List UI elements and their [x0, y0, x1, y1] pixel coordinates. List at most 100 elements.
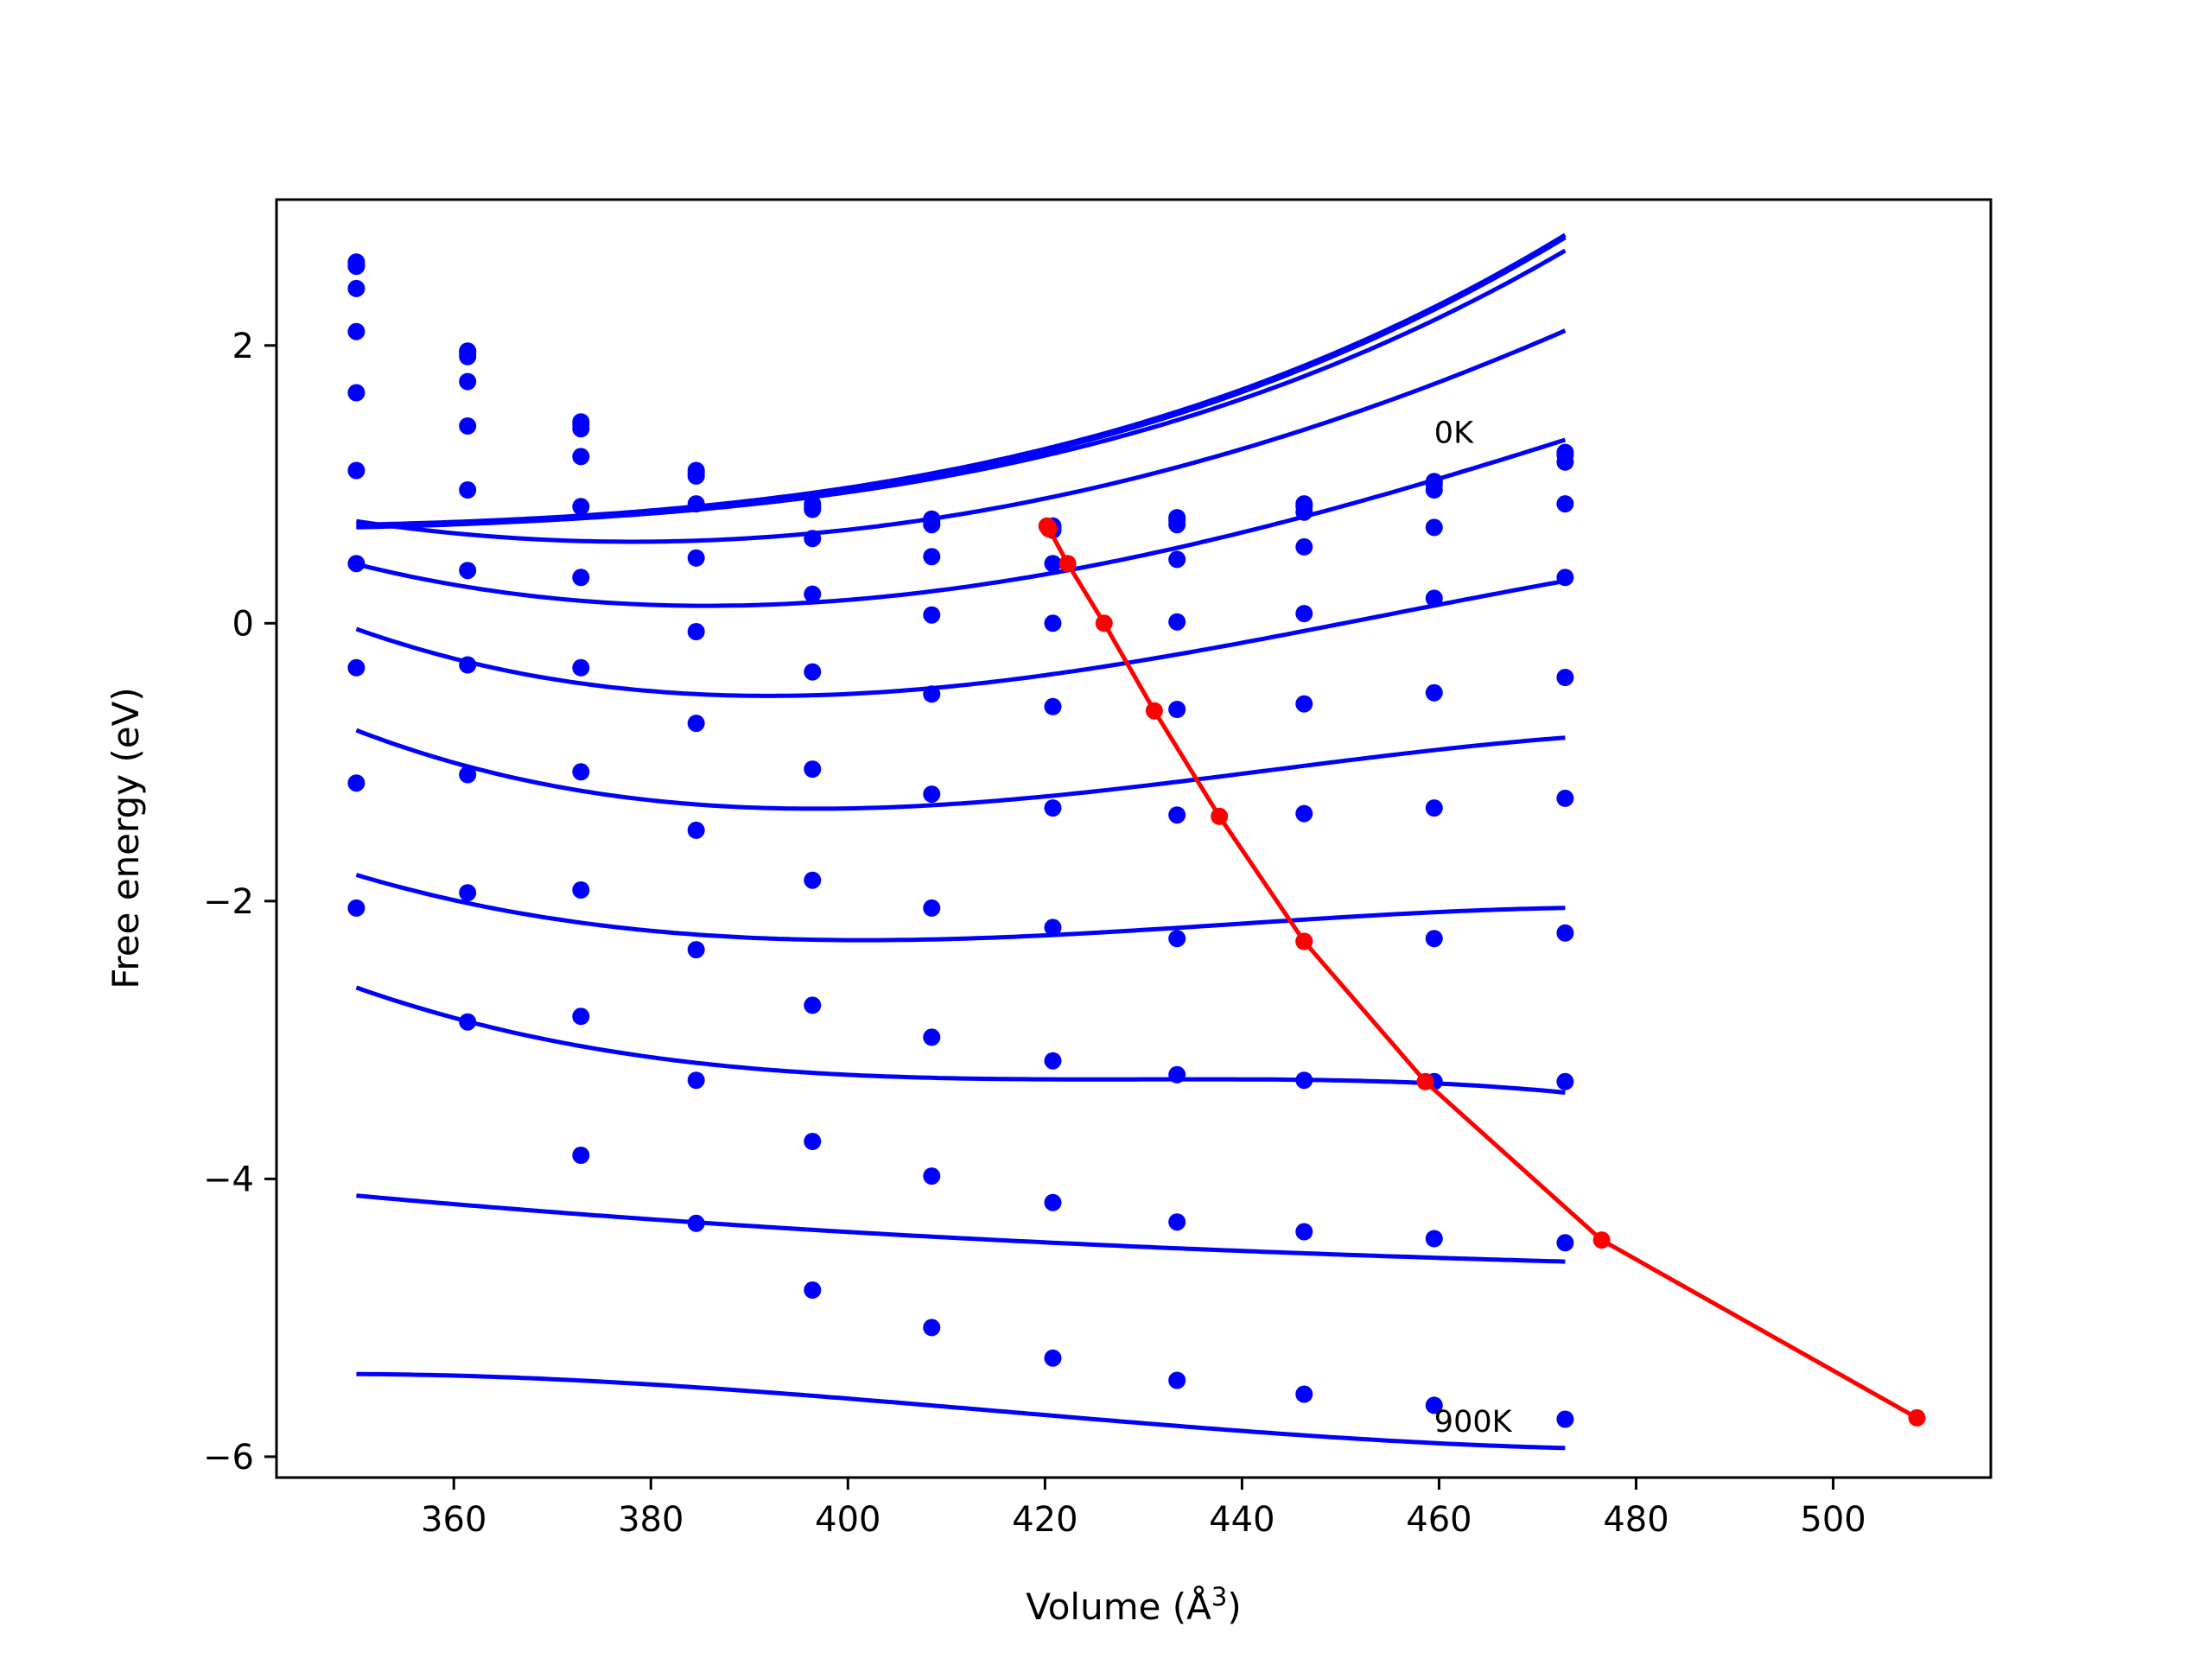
curve-annotation: 0K [1434, 416, 1474, 450]
isotherm-data-point [1556, 1234, 1574, 1252]
x-axis: 360 380 400 420 440 460 480 500 [421, 1478, 1866, 1540]
isotherm-data-point [1044, 1349, 1062, 1367]
isotherm-data-point [1556, 1072, 1574, 1090]
isotherm-data-point [1295, 537, 1313, 556]
isotherm-fit-line [355, 728, 1566, 811]
isotherm-data-point [1044, 697, 1062, 715]
isotherm-data-point [923, 785, 941, 804]
minima-point [1095, 614, 1113, 632]
isotherm-data-point [1168, 516, 1186, 534]
isotherm-data-point [459, 766, 477, 784]
isotherm-data-point [572, 1007, 590, 1026]
isotherm-data-point [1168, 1371, 1186, 1389]
isotherm-data-point [923, 685, 941, 703]
x-tick-label: 420 [1012, 1500, 1077, 1540]
isotherm-data-point [1425, 518, 1443, 537]
isotherm-data-point [1556, 1410, 1574, 1428]
isotherm-data-point [1168, 806, 1186, 824]
isotherm-data-point [1295, 1223, 1313, 1241]
isotherm-data-point [1556, 924, 1574, 942]
x-axis-title: Volume (Å3) [1026, 1582, 1242, 1628]
minima-point [1211, 807, 1229, 825]
isotherm-data-point [804, 530, 822, 548]
isotherm-data-point [347, 461, 365, 480]
isotherm-fit-line [356, 1193, 1566, 1264]
isotherm-data-point [572, 763, 590, 781]
isotherm-fit-line [356, 328, 1567, 544]
isotherm-series [347, 774, 1574, 1264]
y-axis: 2 0 −2 −4 −6 [203, 327, 276, 1478]
isotherm-data-point [572, 1147, 590, 1164]
isotherm-data-point [1168, 1213, 1186, 1231]
isotherm-data-point [347, 658, 365, 677]
isotherm-data-point [347, 322, 365, 340]
isotherm-data-point [459, 562, 477, 580]
isotherm-data-point [687, 549, 705, 567]
isotherm-data-point [459, 347, 477, 365]
isotherm-data-point [1044, 918, 1062, 937]
isotherm-data-point [1425, 481, 1443, 499]
minima-line-layer [1038, 517, 1926, 1427]
isotherm-data-point [1168, 613, 1186, 631]
y-axis-title: Free energy (eV) [105, 687, 147, 989]
y-tick-label: 0 [232, 604, 254, 644]
isotherm-data-point [804, 871, 822, 889]
isotherm-data-point [687, 623, 705, 640]
y-tick-label: 2 [232, 327, 254, 366]
isotherm-data-point [923, 1028, 941, 1046]
isotherm-data-point [1425, 1230, 1443, 1248]
y-tick-label: −2 [203, 882, 254, 922]
x-tick-label: 360 [421, 1500, 486, 1540]
isotherm-data-point [459, 884, 477, 902]
isotherm-data-point [1044, 799, 1062, 817]
isotherm-data-point [1168, 930, 1186, 948]
isotherm-data-point [687, 715, 705, 733]
curve-annotation: 900K [1434, 1405, 1513, 1440]
isotherm-data-point [1044, 555, 1062, 573]
isotherm-fit-line [356, 1371, 1566, 1451]
isotherm-data-point [572, 881, 590, 899]
isotherm-fit-line [355, 873, 1566, 943]
isotherm-data-point [347, 257, 365, 276]
isotherm-data-point [572, 569, 590, 587]
isotherm-data-point [687, 495, 705, 513]
isotherm-data-point [1168, 550, 1186, 569]
isotherm-series [347, 384, 1574, 718]
isotherm-data-point [1295, 695, 1313, 713]
isotherm-data-point [804, 585, 822, 603]
minima-point [1908, 1408, 1926, 1427]
isotherm-data-point [1556, 789, 1574, 807]
isotherm-fit-line [356, 232, 1567, 527]
y-tick-label: −4 [203, 1160, 254, 1199]
isotherm-fit-line [355, 437, 1567, 608]
isotherm-data-point [923, 606, 941, 624]
isotherm-data-point [804, 1281, 822, 1299]
isotherm-data-point [1425, 683, 1443, 702]
x-tick-label: 400 [815, 1500, 880, 1540]
isotherm-series [347, 555, 1574, 950]
isotherm-fit-line [355, 578, 1566, 698]
isotherm-fit-line [356, 248, 1567, 530]
isotherm-data-point [347, 555, 365, 573]
isotherm-data-point [572, 420, 590, 438]
isotherm-data-point [804, 500, 822, 518]
minima-point [1416, 1072, 1434, 1090]
isotherm-data-point [347, 899, 365, 917]
plot-frame [275, 198, 1993, 1479]
isotherm-data-point [1425, 930, 1443, 948]
isotherm-data-point [1295, 605, 1313, 623]
minima-point [1058, 555, 1077, 573]
isotherm-series [347, 279, 1574, 573]
isotherm-data-point [923, 1319, 941, 1337]
isotherm-fit-line [355, 985, 1566, 1095]
isotherm-data-point [804, 1133, 822, 1150]
isotherm-data-point [1295, 804, 1313, 823]
isotherm-data-point [687, 467, 705, 485]
isotherm-data-point [804, 996, 822, 1014]
isotherm-data-point [804, 760, 822, 779]
minima-point [1295, 932, 1313, 950]
isotherm-data-point [687, 821, 705, 839]
isotherm-data-point [804, 663, 822, 681]
isotherm-data-point [459, 1013, 477, 1031]
